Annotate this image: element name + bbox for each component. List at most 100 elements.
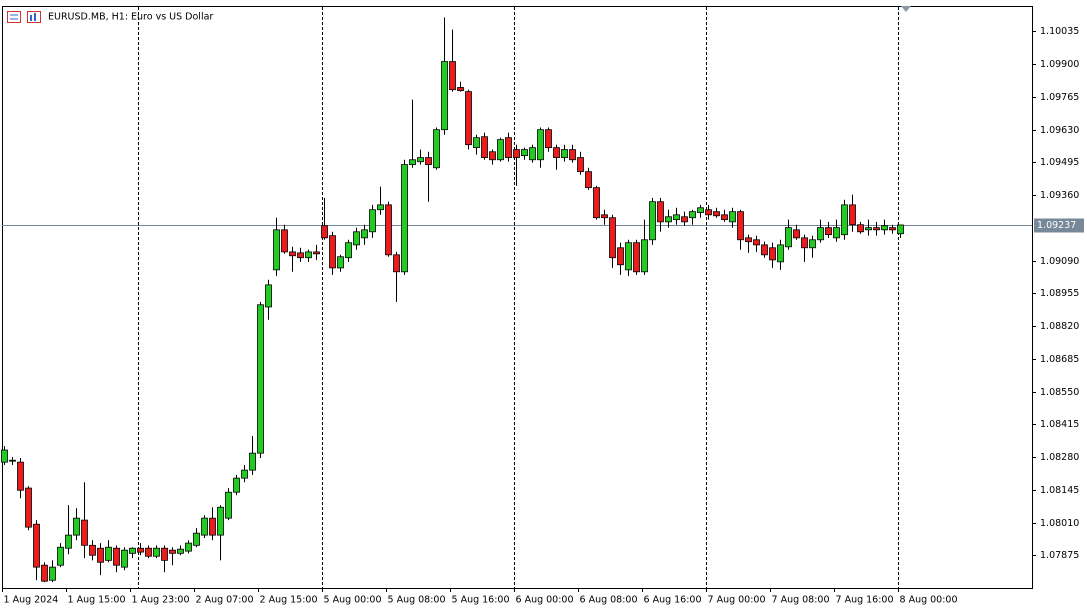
candle-body: [241, 469, 248, 479]
candle-body: [785, 227, 792, 248]
candle-body: [289, 251, 296, 257]
y-tick-label: 1.10035: [1040, 26, 1079, 37]
candle-body: [329, 235, 336, 269]
candle-body: [89, 544, 96, 556]
icon-window: [7, 11, 21, 23]
candle-body: [209, 517, 216, 536]
candle-body: [801, 237, 808, 249]
candle-body: [313, 251, 320, 255]
candle-body: [817, 227, 824, 241]
candle-body: [409, 159, 416, 165]
candle-body: [353, 231, 360, 246]
candle-body: [513, 149, 520, 158]
candle-body: [857, 224, 864, 233]
symbol-icons: [7, 11, 41, 23]
candle-body: [1, 449, 8, 463]
candle-body: [441, 61, 448, 131]
candle-body: [385, 204, 392, 256]
candle-body: [57, 546, 64, 566]
candle-body: [129, 547, 136, 554]
y-tick-label: 1.08145: [1040, 485, 1079, 496]
candle-body: [177, 548, 184, 554]
candle-body: [497, 139, 504, 161]
axes: 1.10035 1.09900 1.09765 1.09630 1.09495 1.093…: [2, 26, 1084, 606]
x-tick-label: 6 Aug 00:00: [516, 595, 574, 606]
candle-body: [873, 227, 880, 231]
candle-body: [169, 549, 176, 554]
candle-body: [249, 452, 256, 471]
candle-body: [809, 239, 816, 249]
plot-frame: [2, 6, 1033, 589]
x-tick-label: 6 Aug 08:00: [580, 595, 638, 606]
x-tick-label: 7 Aug 16:00: [836, 595, 894, 606]
candle-body: [617, 247, 624, 266]
candle-body: [377, 204, 384, 211]
candle-body: [593, 187, 600, 219]
candle-body: [689, 211, 696, 219]
candle-body: [633, 242, 640, 273]
y-tick-label: 1.08685: [1040, 354, 1079, 365]
candle-body: [217, 506, 224, 536]
last-price-label: 1.09237: [1037, 220, 1076, 231]
candle-body: [25, 487, 32, 528]
candle-body: [137, 547, 144, 553]
y-tick-label: 1.08820: [1040, 321, 1079, 332]
candle-body: [233, 477, 240, 493]
candle-body: [185, 542, 192, 552]
candle-body: [849, 204, 856, 226]
candle-body: [737, 211, 744, 241]
candle-body: [65, 534, 72, 549]
candle-body: [153, 547, 160, 557]
candle-body: [729, 211, 736, 223]
candle-body: [649, 201, 656, 241]
x-tick-label: 7 Aug 08:00: [772, 595, 830, 606]
y-tick-label: 1.09090: [1040, 256, 1079, 267]
candles: [1, 17, 904, 583]
candle-body: [705, 209, 712, 216]
x-tick-label: 1 Aug 23:00: [132, 595, 190, 606]
candle-body: [761, 244, 768, 256]
candle-body: [265, 284, 272, 308]
candle-body: [9, 459, 16, 462]
y-tick-label: 1.08550: [1040, 387, 1079, 398]
candle-body: [121, 549, 128, 568]
candle-body: [49, 566, 56, 581]
candle-body: [361, 229, 368, 239]
candle-body: [553, 147, 560, 158]
y-tick-label: 1.08415: [1040, 419, 1079, 430]
candle-body: [465, 91, 472, 146]
candle-body: [881, 225, 888, 231]
candle-body: [641, 239, 648, 273]
candle-body: [81, 519, 88, 546]
candle-body: [449, 61, 456, 91]
candle-body: [673, 214, 680, 221]
candle-body: [537, 129, 544, 161]
x-tick-label: 5 Aug 00:00: [324, 595, 382, 606]
candle-body: [825, 227, 832, 236]
shift-marker: [901, 6, 911, 12]
candle-body: [425, 157, 432, 165]
candle-body: [473, 137, 480, 149]
candle-body: [369, 209, 376, 233]
y-tick-label: 1.09765: [1040, 92, 1079, 103]
candle-body: [713, 211, 720, 217]
candle-body: [257, 304, 264, 454]
candle-body: [569, 149, 576, 161]
chart-title: EURUSD.MB, H1: Euro vs US Dollar: [48, 12, 213, 23]
candle-body: [793, 229, 800, 239]
candle-body: [577, 157, 584, 173]
x-tick-label: 2 Aug 15:00: [260, 595, 318, 606]
candle-body: [769, 247, 776, 261]
candle-body: [561, 149, 568, 158]
candle-body: [521, 149, 528, 157]
icon-bar: [30, 15, 32, 21]
x-tick-label: 1 Aug 2024: [4, 595, 59, 606]
candle-body: [721, 214, 728, 221]
candle-body: [753, 239, 760, 246]
candle-body: [337, 256, 344, 269]
candle-body: [161, 547, 168, 561]
candle-body: [457, 87, 464, 92]
candle-body: [345, 242, 352, 259]
